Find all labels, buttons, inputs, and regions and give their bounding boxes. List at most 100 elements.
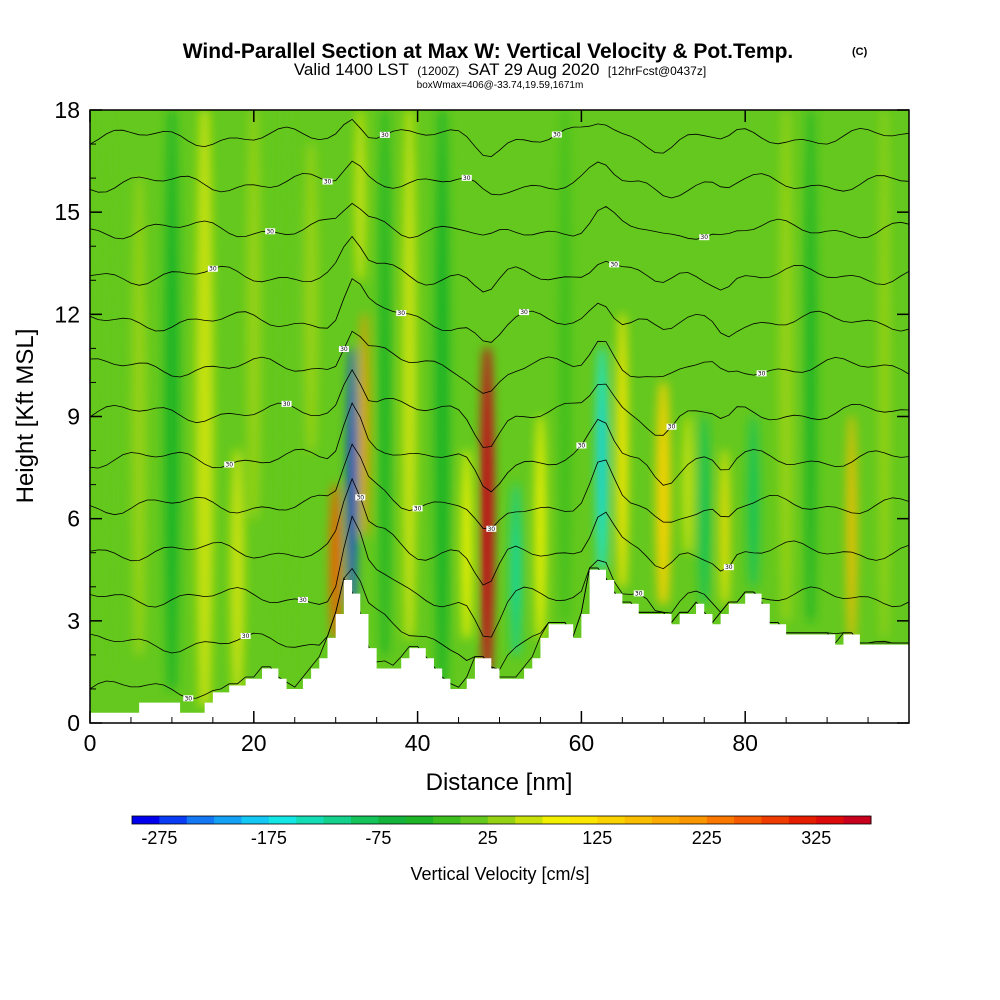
y-tick-label: 18 (54, 97, 80, 123)
y-tick-label: 0 (67, 710, 80, 736)
colorbar-swatch (487, 816, 516, 824)
colorbar-tick-label: 25 (478, 828, 498, 848)
x-tick-label: 60 (569, 730, 595, 756)
theta-contour (90, 118, 909, 158)
y-tick-label: 15 (54, 199, 80, 225)
velocity-cell (805, 110, 817, 621)
contour-label-box (265, 228, 276, 235)
velocity-cell (682, 416, 694, 553)
colorbar-swatch (159, 816, 188, 824)
contour-label-box (756, 370, 767, 377)
contour-label-box (519, 309, 530, 316)
contour-label: 30 (283, 401, 291, 408)
copyright-mark: (C) (852, 46, 868, 58)
velocity-cell (879, 110, 890, 638)
velocity-cell (354, 110, 366, 281)
colorbar-swatch (652, 816, 680, 824)
contour-label: 30 (356, 494, 364, 501)
contour-label: 30 (242, 633, 250, 640)
colorbar-tick-label: -275 (141, 828, 177, 848)
velocity-core (513, 518, 518, 621)
y-axis: 0 3 6 9 12 15 18 (54, 97, 909, 736)
velocity-cell (246, 110, 261, 519)
y-tick-label: 6 (67, 506, 80, 532)
colorbar-swatch (569, 816, 598, 824)
colorbar-swatch (816, 816, 845, 824)
contour-label-box (355, 494, 366, 501)
colorbar-swatch (460, 816, 489, 824)
velocity-core (599, 392, 604, 526)
contour-label-box (609, 261, 620, 268)
velocity-cell (279, 110, 294, 672)
colorbar-swatch (679, 816, 708, 824)
y-tick-label: 3 (67, 608, 80, 634)
colorbar-swatch (323, 816, 352, 824)
plot-area: 30 30 30 30 30 30 30 30 30 30 30 30 30 30 30 30 30 30 30 30… (90, 110, 909, 723)
colorbar-swatch (214, 816, 242, 824)
terrain (90, 569, 909, 723)
velocity-cell (748, 416, 759, 587)
theta-contour (90, 443, 909, 530)
theta-contour (90, 515, 909, 638)
contour-label: 30 (184, 695, 192, 702)
velocity-cell (379, 110, 391, 655)
contour-label: 30 (209, 266, 217, 273)
contour-label-box (224, 461, 235, 468)
x-tick-label: 20 (241, 730, 267, 756)
x-axis: 0 20 40 60 80 (84, 110, 869, 756)
contour-label: 30 (520, 309, 528, 316)
contour-label: 30 (266, 228, 274, 235)
contour-label-box (183, 695, 194, 702)
contour-label: 30 (340, 346, 348, 353)
contour-label-box (461, 174, 472, 181)
contour-label-box (297, 596, 308, 603)
contour-label-box (412, 505, 423, 512)
contour-label-box (281, 400, 292, 407)
colorbar-swatch (788, 816, 817, 824)
theta-contour (90, 330, 909, 394)
theta-contour (90, 368, 909, 448)
velocity-core (484, 413, 490, 608)
contour-label: 30 (324, 179, 332, 186)
velocity-cell (461, 450, 473, 638)
contour-label: 30 (553, 132, 561, 139)
velocity-core (723, 481, 727, 574)
colorbar-swatch (405, 816, 434, 824)
colorbar-labels: -275 -175 -75 25 125 225 325 (141, 828, 831, 848)
x-tick-label: 0 (84, 730, 97, 756)
colorbar (131, 815, 872, 825)
colorbar-swatch (241, 816, 270, 824)
contour-label: 30 (397, 310, 405, 317)
colorbar-swatch (132, 816, 160, 824)
contour-label: 30 (758, 370, 766, 377)
x-tick-label: 40 (405, 730, 431, 756)
contour-label-box (486, 525, 497, 532)
contour-label: 30 (635, 590, 643, 597)
chart-title: Wind-Parallel Section at Max W: Vertical… (183, 40, 794, 63)
valid-zulu: (1200Z) (417, 64, 459, 78)
contour-label-box (338, 345, 349, 352)
colorbar-swatch (761, 816, 790, 824)
subtitle-valid: Valid 1400 LST (1200Z) SAT 29 Aug 2020 [… (294, 60, 706, 79)
colorbar-tick-label: 325 (801, 828, 831, 848)
colorbar-swatch (597, 816, 626, 824)
velocity-core (849, 460, 854, 594)
contour-label-box (240, 632, 251, 639)
potential-temperature-contours: 30 30 30 30 30 30 30 30 30 30 30 30 30 30 30 30 30 30 30 30… (90, 110, 909, 702)
contour-label-box (666, 423, 677, 430)
forecast-info: [12hrFcst@0437z] (608, 64, 706, 78)
contour-label: 30 (414, 505, 422, 512)
colorbar-tick-label: 225 (692, 828, 722, 848)
contour-label: 30 (700, 234, 708, 241)
x-tick-label: 80 (732, 730, 758, 756)
contour-label: 30 (668, 424, 676, 431)
y-tick-label: 9 (67, 404, 80, 430)
colorbar-swatch (624, 816, 653, 824)
contour-label-box (699, 234, 710, 241)
colorbar-swatch (186, 816, 215, 824)
velocity-cell (195, 110, 214, 706)
velocity-cell (230, 450, 245, 689)
velocity-core (660, 426, 667, 560)
velocity-cell (435, 110, 450, 689)
